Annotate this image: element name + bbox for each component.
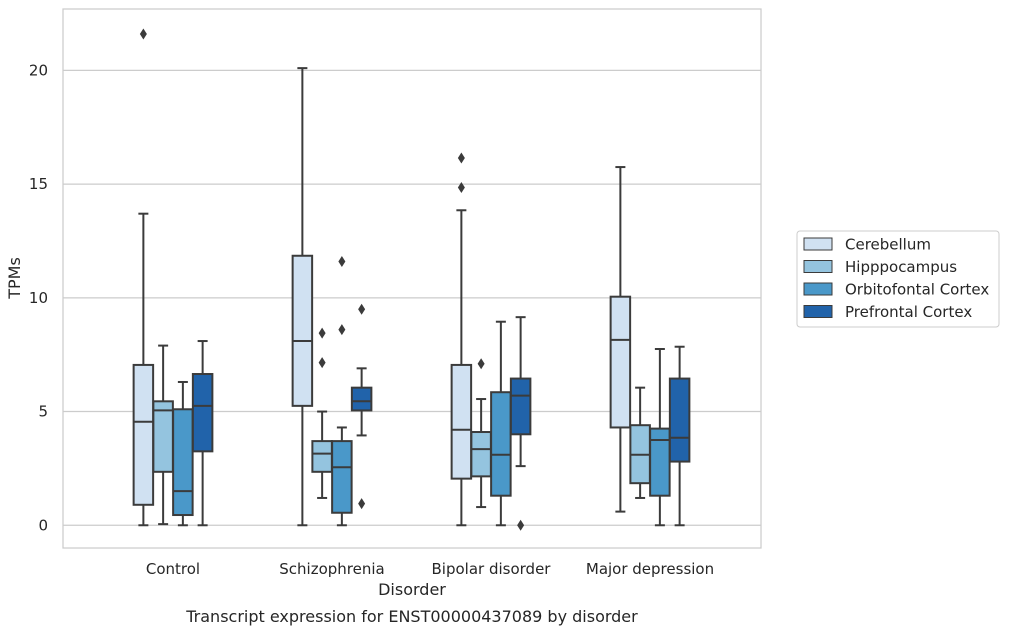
y-tick-label-5: 5 xyxy=(38,403,48,421)
y-tick-label-10: 10 xyxy=(29,289,48,307)
iqr-box xyxy=(291,254,314,407)
legend-frame xyxy=(796,230,1000,328)
legend-swatch-0 xyxy=(803,237,833,251)
iqr-box xyxy=(490,391,512,497)
iqr-box xyxy=(331,440,353,514)
iqr-box xyxy=(191,373,214,453)
outlier-0 xyxy=(517,519,525,531)
iqr-box xyxy=(172,408,194,517)
y-tick-label-20: 20 xyxy=(29,61,48,79)
box-1-3 xyxy=(350,303,373,510)
box-0-3 xyxy=(191,340,214,527)
legend-swatch-3 xyxy=(803,305,833,318)
box-2-2 xyxy=(490,320,512,527)
outlier-1 xyxy=(358,303,366,315)
x-axis-label: Disorder xyxy=(378,580,446,599)
legend: Cerebellum Hipppocampus Orbitofontal Corte… xyxy=(796,230,1000,328)
legend-swatch-1 xyxy=(803,260,833,273)
chart-caption: Transcript expression for ENST0000043708… xyxy=(185,607,638,626)
outlier-0 xyxy=(318,357,326,369)
legend-label-0: Cerebellum xyxy=(845,236,931,254)
x-tick-label-3: Major depression xyxy=(586,560,714,578)
iqr-box xyxy=(132,363,155,506)
outlier-0 xyxy=(477,358,485,370)
outlier-0 xyxy=(457,182,465,194)
iqr-box xyxy=(668,377,691,463)
box-3-2 xyxy=(649,348,671,527)
iqr-box xyxy=(350,386,373,412)
box-0-2 xyxy=(172,380,194,527)
box-2-0 xyxy=(450,152,473,527)
plot-frame xyxy=(62,8,762,549)
box-3-3 xyxy=(668,345,691,527)
boxes xyxy=(132,28,691,531)
box-3-1 xyxy=(629,386,651,499)
iqr-box xyxy=(470,431,492,478)
x-tick-label-1: Schizophrenia xyxy=(279,560,384,578)
iqr-box xyxy=(450,363,473,480)
x-tick-label-2: Bipolar disorder xyxy=(432,560,552,578)
outlier-1 xyxy=(457,152,465,164)
outlier-0 xyxy=(338,324,346,336)
x-tick-labels: Control Schizophrenia Bipolar disorder Majo… xyxy=(146,560,714,578)
legend-label-1: Hipppocampus xyxy=(845,258,957,276)
iqr-box xyxy=(609,295,632,429)
outlier-0 xyxy=(139,28,147,40)
outlier-0 xyxy=(358,498,366,510)
y-tick-labels: 0 5 10 15 20 xyxy=(29,61,48,534)
box-0-0 xyxy=(132,28,155,527)
legend-swatch-2 xyxy=(803,282,833,296)
iqr-box xyxy=(509,377,532,436)
iqr-box xyxy=(311,440,333,473)
legend-label-2: Orbitofontal Cortex xyxy=(845,281,989,299)
iqr-box xyxy=(152,400,174,473)
y-axis-label: TPMs xyxy=(5,257,24,300)
outlier-1 xyxy=(338,255,346,267)
box-1-2 xyxy=(331,255,353,527)
legend-items: Cerebellum Hipppocampus Orbitofontal Corte… xyxy=(803,236,989,321)
box-2-1 xyxy=(470,358,492,509)
box-1-0 xyxy=(291,67,314,527)
box-0-1 xyxy=(152,344,174,526)
box-2-3 xyxy=(509,316,532,531)
y-tick-label-0: 0 xyxy=(38,516,48,534)
outlier-1 xyxy=(318,327,326,339)
box-1-1 xyxy=(311,327,333,499)
y-tick-label-15: 15 xyxy=(29,175,48,193)
x-tick-label-0: Control xyxy=(146,560,200,578)
iqr-box xyxy=(649,427,671,497)
legend-label-3: Prefrontal Cortex xyxy=(845,303,972,321)
box-3-0 xyxy=(609,166,632,513)
